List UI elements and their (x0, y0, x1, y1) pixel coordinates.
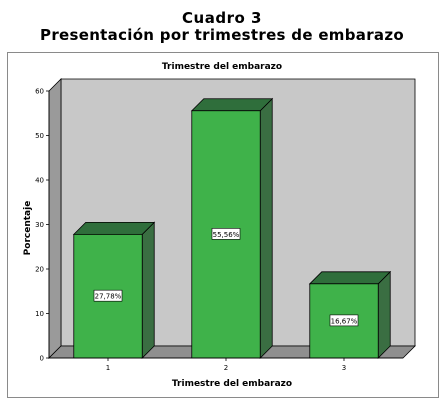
bar-side (259, 97, 273, 359)
bar-1: 27,78% (72, 221, 156, 359)
bar-2: 55,56% (190, 97, 274, 359)
bars: 27,78% 55,56% 16,67% (72, 97, 392, 359)
y-axis-title: Porcentaje (23, 201, 33, 256)
y-tick-label: 10 (35, 310, 44, 318)
bar-3: 16,67% (308, 270, 392, 359)
x-axis-title: Trimestre del embarazo (172, 379, 292, 389)
figure-number: Cuadro 3 (182, 9, 262, 27)
y-tick-label: 50 (35, 132, 44, 140)
y-tick-label: 40 (35, 177, 44, 185)
bar-top (190, 98, 274, 112)
figure-caption: Presentación por trimestres de embarazo (40, 26, 404, 44)
chart-title: Trimestre del embarazo (162, 62, 282, 72)
bar-top (72, 221, 156, 235)
x-tick-label: 2 (224, 364, 228, 372)
x-axis: 1 2 3 (49, 357, 403, 372)
y-axis: 0 10 20 30 40 50 60 (35, 88, 50, 363)
data-label-box (93, 289, 123, 302)
y-tick-label: 20 (35, 266, 44, 274)
data-label-box (329, 314, 359, 327)
data-label: 16,67% (331, 317, 358, 325)
data-label: 27,78% (95, 293, 122, 301)
side-wall (48, 78, 62, 359)
y-tick-label: 30 (35, 221, 44, 229)
x-tick-label: 1 (106, 364, 110, 372)
x-tick-label: 3 (342, 364, 346, 372)
bar-side (141, 221, 155, 359)
bar-side (377, 270, 391, 359)
y-tick-label: 60 (35, 88, 44, 96)
bar-top (308, 271, 392, 285)
data-label-box (211, 228, 241, 240)
data-label: 55,56% (213, 231, 240, 239)
y-tick-label: 0 (40, 355, 44, 363)
